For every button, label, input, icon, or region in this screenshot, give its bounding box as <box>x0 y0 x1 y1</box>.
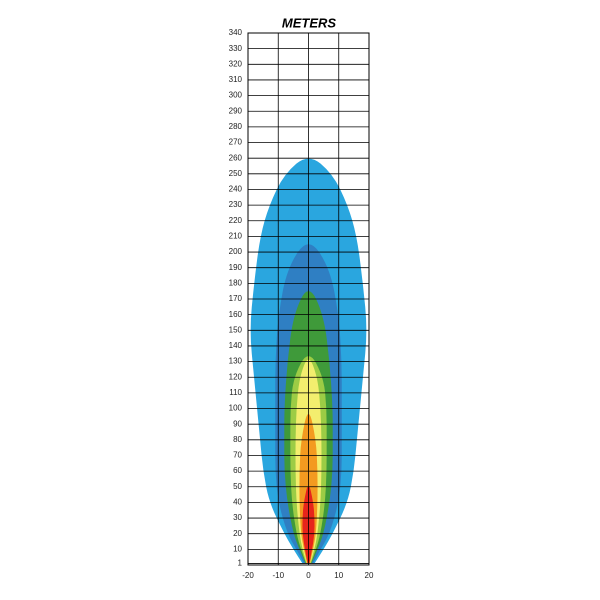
y-tick-label: 70 <box>233 451 242 460</box>
y-tick-label: 330 <box>229 44 243 53</box>
y-tick-label: 130 <box>229 357 243 366</box>
y-tick-label: 180 <box>229 278 243 287</box>
y-tick-label: 1 <box>238 559 243 568</box>
plot-frame <box>247 32 370 566</box>
y-tick-label: 300 <box>229 91 243 100</box>
x-tick-label: 10 <box>334 571 343 580</box>
y-tick-label: 160 <box>229 310 243 319</box>
y-tick-label: 270 <box>229 138 243 147</box>
y-tick-label: 290 <box>229 106 243 115</box>
x-tick-label: 0 <box>306 571 311 580</box>
y-tick-label: 260 <box>229 153 243 162</box>
y-tick-label: 210 <box>229 232 243 241</box>
y-tick-label: 10 <box>233 544 242 553</box>
y-tick-label: 320 <box>229 59 243 68</box>
y-tick-label: 200 <box>229 247 243 256</box>
y-tick-label: 50 <box>233 482 242 491</box>
y-tick-label: 280 <box>229 122 243 131</box>
y-tick-label: 220 <box>229 216 243 225</box>
y-tick-label: 20 <box>233 529 242 538</box>
y-tick-label: 150 <box>229 325 243 334</box>
y-tick-label: 170 <box>229 294 243 303</box>
y-tick-label: 340 <box>229 28 243 37</box>
y-tick-label: 240 <box>229 185 243 194</box>
y-tick-label: 40 <box>233 498 242 507</box>
chart-title: METERS <box>282 15 337 30</box>
y-tick-label: 80 <box>233 435 242 444</box>
y-tick-label: 100 <box>229 404 243 413</box>
y-tick-label: 110 <box>229 388 242 397</box>
y-tick-label: 140 <box>229 341 243 350</box>
y-tick-label: 90 <box>233 419 242 428</box>
x-tick-label: 20 <box>365 571 374 580</box>
y-tick-label: 250 <box>229 169 243 178</box>
x-tick-label: -10 <box>272 571 284 580</box>
y-tick-label: 120 <box>229 372 243 381</box>
y-tick-label: 310 <box>229 75 243 84</box>
y-tick-label: 60 <box>233 466 242 475</box>
x-tick-label: -20 <box>242 571 254 580</box>
y-tick-label: 30 <box>233 513 242 522</box>
y-tick-label: 230 <box>229 200 243 209</box>
y-tick-label: 190 <box>229 263 243 272</box>
